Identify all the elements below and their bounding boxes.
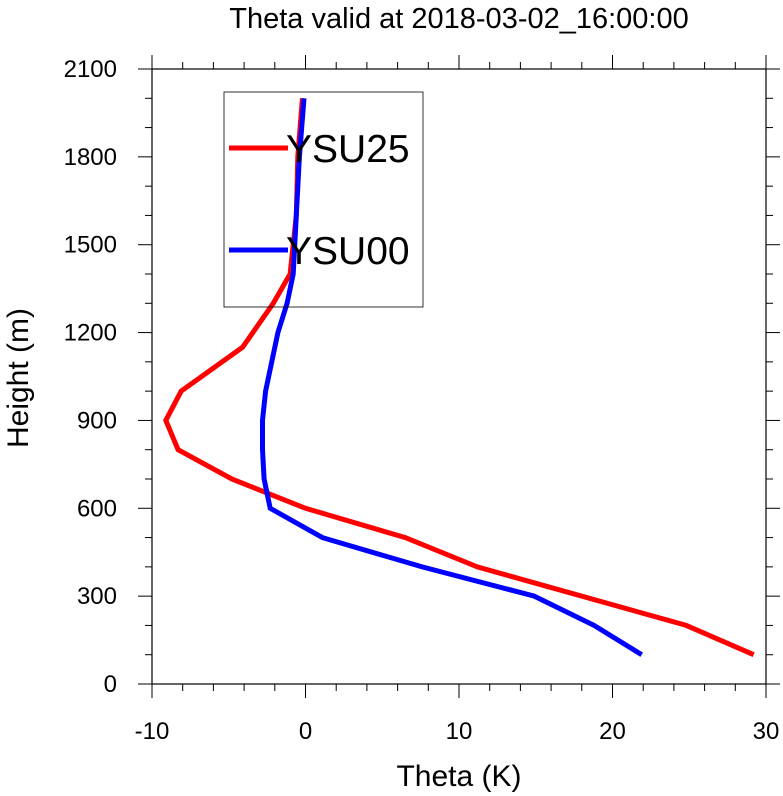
series-line-ysu00	[260, 98, 644, 657]
y-tick-label-group: 0 300 600 900 1200 1500 1800 2100	[64, 56, 117, 698]
y-tick-label: 1500	[64, 232, 117, 259]
x-tick-label: 0	[299, 718, 312, 745]
x-tick-label-group: -10 0 10 20 30	[135, 718, 780, 745]
x-tick-label: 30	[753, 718, 780, 745]
y-tick-label: 300	[77, 583, 117, 610]
y-tick-label: 1800	[64, 144, 117, 171]
x-axis-label: Theta (K)	[396, 760, 521, 793]
legend-label-ysu00: YSU00	[286, 230, 410, 273]
legend: YSU25 YSU00	[223, 91, 424, 308]
series-line-ysu25	[163, 98, 755, 657]
y-tick-label: 1200	[64, 320, 117, 347]
plot-frame	[151, 68, 767, 685]
y-tick-label: 0	[104, 671, 117, 698]
chart-title: Theta valid at 2018-03-02_16:00:00	[229, 3, 689, 35]
legend-label-ysu25: YSU25	[286, 128, 410, 171]
x-tick-label: 10	[446, 718, 473, 745]
x-tick-label: -10	[135, 718, 170, 745]
y-tick-label: 900	[77, 407, 117, 434]
legend-box	[223, 91, 424, 308]
y-axis-label: Height (m)	[2, 308, 35, 448]
x-tick-label: 20	[599, 718, 626, 745]
series-group	[163, 98, 755, 657]
x-tick-group	[151, 55, 767, 698]
y-tick-group	[138, 68, 780, 685]
y-tick-label: 600	[77, 495, 117, 522]
y-tick-label: 2100	[64, 56, 117, 83]
